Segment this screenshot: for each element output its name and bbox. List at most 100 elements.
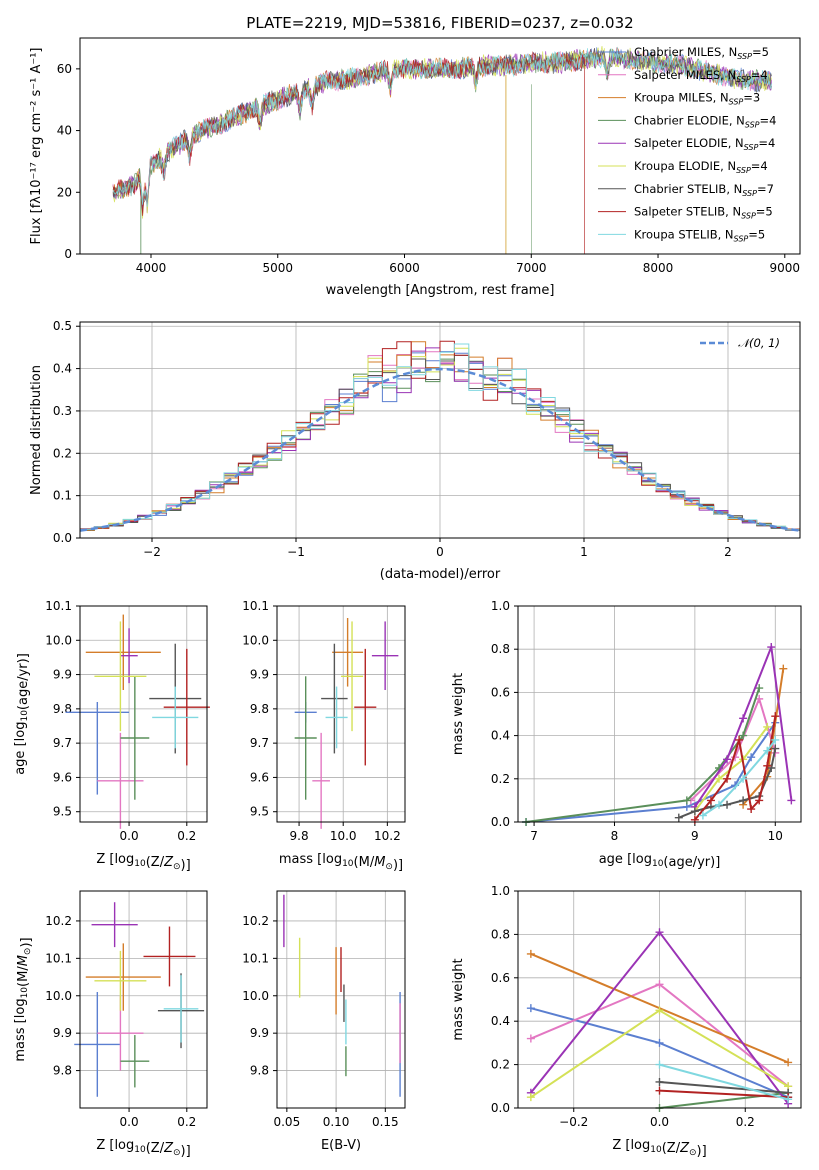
x-tick-label: 7000 (516, 261, 547, 275)
x-tick-label: 5000 (262, 261, 293, 275)
histogram-ylabel: Normed distribution (29, 365, 44, 495)
massweight-vs-age-panel: 7 8 9 10 0.0 0.2 0.4 0.6 0.8 1.0 age [log10(age/yr… (451, 599, 802, 870)
y-tick-label: 9.8 (250, 702, 269, 716)
data-point-marker (771, 735, 780, 744)
data-point-marker (739, 714, 748, 723)
y-tick-label: 9.7 (250, 736, 269, 750)
data-point-marker (655, 1077, 664, 1086)
data-point-marker (779, 664, 788, 673)
y-tick-label: 9.9 (53, 668, 72, 682)
gaussian-legend-label: 𝒩(0, 1) (738, 336, 780, 350)
y-tick-label: 9.9 (53, 1026, 72, 1040)
x-axis-label: Z [log10(Z/Z⊙)] (96, 1138, 190, 1159)
data-point-marker (698, 811, 707, 820)
x-tick-label: 0.10 (323, 1115, 350, 1129)
data-point-marker (723, 800, 732, 809)
y-tick-label: 9.8 (250, 1064, 269, 1078)
mass-vs-Z-axes-frame (79, 890, 208, 1109)
mass-weight-series-line (525, 722, 777, 823)
legend-label: Kroupa ELODIE, NSSP=4 (634, 159, 768, 175)
x-tick-label: 0.2 (177, 1115, 196, 1129)
y-tick-label: 9.6 (53, 770, 72, 784)
y-tick-label: 0.4 (491, 729, 510, 743)
data-point-marker (526, 1004, 535, 1013)
y-tick-label: 10.2 (45, 914, 72, 928)
massweight-vs-Z-panel: −0.2 0.0 0.2 0.0 0.2 0.4 0.6 0.8 1.0 Z [log10(Z/Z… (451, 884, 802, 1159)
y-tick-label: 60 (57, 62, 72, 76)
data-point-marker (747, 753, 756, 762)
mass-vs-ebv-axes-frame (276, 890, 406, 1109)
x-tick-label: −0.2 (559, 1115, 588, 1129)
spectrum-ylabel: Flux [fλ10⁻¹⁷ erg cm⁻² s⁻¹ A⁻¹] (29, 48, 44, 245)
x-tick-label: 0.0 (120, 829, 139, 843)
massweight-vs-Z-axes-frame (517, 890, 802, 1109)
x-axis-label: Z [log10(Z/Z⊙)] (612, 1138, 706, 1159)
y-tick-label: 9.7 (53, 736, 72, 750)
y-tick-label: 10.0 (242, 989, 269, 1003)
x-tick-label: −2 (143, 545, 161, 559)
y-tick-label: 20 (57, 185, 72, 199)
x-tick-label: 10 (768, 829, 783, 843)
data-point-marker (763, 761, 772, 770)
y-tick-label: 0.4 (53, 362, 72, 376)
y-tick-label: 0.0 (491, 1101, 510, 1115)
x-tick-label: 9 (691, 829, 699, 843)
y-tick-label: 0.2 (491, 772, 510, 786)
residual-histogram-panel: −2 −1 0 1 2 0.0 0.1 0.2 0.3 0.4 0.5 (data-model)/e… (29, 319, 801, 582)
y-tick-label: 9.9 (250, 1026, 269, 1040)
spectrum-axes-frame (79, 37, 801, 255)
data-point-marker (714, 774, 723, 783)
x-tick-label: 0.2 (736, 1115, 755, 1129)
x-tick-label: 0 (436, 545, 444, 559)
spectrum-series-line (112, 51, 585, 254)
x-tick-label: 0.15 (372, 1115, 399, 1129)
gaussian-reference-curve (79, 367, 801, 532)
y-tick-label: 0.6 (491, 685, 510, 699)
x-tick-label: 2 (724, 545, 732, 559)
spectrum-series-line (112, 46, 772, 207)
y-tick-label: 10.1 (242, 599, 269, 613)
x-tick-label: 10.0 (330, 829, 357, 843)
data-point-marker (655, 1006, 664, 1015)
age-vs-mass-axes-frame (276, 605, 406, 823)
data-point-marker (747, 805, 756, 814)
x-tick-label: 6000 (389, 261, 420, 275)
spectrum-xlabel: wavelength [Angstrom, rest frame] (326, 283, 555, 298)
x-tick-label: 0.0 (120, 1115, 139, 1129)
legend-label: Salpeter STELIB, NSSP=5 (634, 205, 773, 221)
y-tick-label: 40 (57, 124, 72, 138)
data-point-marker (767, 764, 776, 772)
x-tick-label: 0.05 (273, 1115, 300, 1129)
y-tick-label: 9.8 (53, 1064, 72, 1078)
mass-weight-series-line (659, 1081, 789, 1094)
data-point-marker (723, 755, 732, 764)
legend-label: Chabrier ELODIE, NSSP=4 (634, 113, 776, 129)
mass-vs-Z-panel: 0.0 0.2 9.8 9.9 10.0 10.1 10.2 Z [log10(Z/Z⊙)] m… (13, 890, 208, 1159)
data-point-marker (784, 1095, 793, 1104)
data-point-marker (763, 722, 772, 731)
data-point-marker (739, 731, 748, 740)
spectrum-legend: Chabrier MILES, NSSP=5 Salpeter MILES, NS… (598, 45, 776, 243)
y-tick-label: 0.0 (491, 815, 510, 829)
y-tick-label: 10.1 (45, 599, 72, 613)
y-axis-label: mass weight (451, 673, 466, 755)
data-point-marker (655, 928, 664, 937)
x-axis-label: mass [log10(M/M⊙)] (279, 852, 403, 873)
y-tick-label: 9.6 (250, 770, 269, 784)
data-point-marker (526, 1034, 535, 1043)
mass-weight-series-line (525, 687, 761, 823)
legend-label: Salpeter ELODIE, NSSP=4 (634, 136, 775, 152)
y-tick-label: 0.2 (53, 446, 72, 460)
x-tick-label: 0.2 (177, 829, 196, 843)
y-tick-label: 10.1 (45, 951, 72, 965)
x-tick-label: 0.0 (650, 1115, 669, 1129)
age-vs-Z-axes-frame (79, 605, 208, 823)
x-tick-label: 8 (611, 829, 619, 843)
massweight-vs-age-axes-frame (517, 605, 802, 823)
legend-label: Chabrier MILES, NSSP=5 (634, 45, 769, 61)
x-tick-label: 4000 (136, 261, 167, 275)
x-tick-label: 1 (580, 545, 588, 559)
x-axis-label: age [log10(age/yr)] (599, 852, 721, 870)
y-axis-label: mass [log10(M/M⊙)] (13, 937, 34, 1061)
